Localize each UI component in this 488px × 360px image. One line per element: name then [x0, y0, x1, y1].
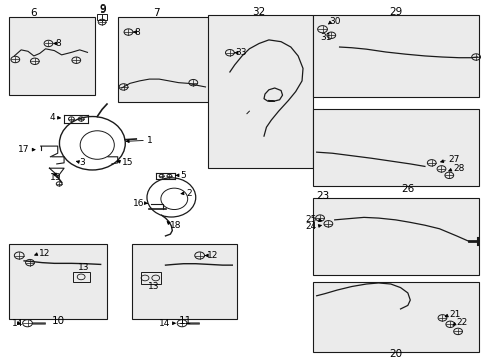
Text: 14: 14 [12, 319, 24, 328]
Text: 1: 1 [147, 136, 152, 145]
Text: 31: 31 [320, 32, 331, 41]
Text: 16: 16 [133, 199, 144, 208]
Text: 8: 8 [135, 28, 140, 37]
Bar [97, 14, 107, 20]
Text: 21: 21 [448, 310, 460, 319]
Bar [9, 17, 95, 95]
Text: 25: 25 [305, 215, 316, 224]
Bar [118, 17, 215, 102]
Bar [207, 15, 312, 168]
Text: 15: 15 [122, 158, 133, 167]
Text: 3: 3 [80, 158, 85, 167]
Bar [312, 15, 478, 97]
Text: 11: 11 [178, 316, 191, 326]
Text: 28: 28 [452, 164, 464, 173]
Text: 5: 5 [180, 171, 185, 180]
Text: 12: 12 [206, 251, 217, 260]
Bar [132, 244, 237, 319]
Text: 10: 10 [52, 316, 65, 326]
Bar [312, 198, 478, 275]
Text: 13: 13 [78, 263, 89, 272]
Text: 18: 18 [170, 221, 182, 230]
Text: 20: 20 [388, 348, 402, 359]
Text: 7: 7 [153, 8, 160, 18]
Text: 32: 32 [252, 7, 265, 17]
Bar [141, 272, 161, 284]
Bar [312, 282, 478, 352]
Bar [312, 109, 478, 186]
Text: 23: 23 [315, 191, 328, 201]
Text: 22: 22 [456, 318, 467, 327]
Text: 29: 29 [388, 7, 402, 17]
Text: 4: 4 [50, 113, 55, 122]
Text: 14: 14 [159, 319, 170, 328]
Text: 6: 6 [30, 8, 37, 18]
Text: 12: 12 [39, 249, 50, 258]
Text: 19: 19 [49, 172, 61, 181]
Text: 30: 30 [328, 17, 340, 26]
Text: 9: 9 [100, 4, 106, 14]
Text: 9: 9 [100, 5, 106, 15]
Text: 2: 2 [185, 189, 191, 198]
Text: 24: 24 [305, 222, 316, 231]
Text: 27: 27 [447, 155, 459, 164]
Text: 17: 17 [18, 145, 29, 154]
Text: 13: 13 [148, 282, 159, 291]
Bar [9, 244, 107, 319]
Text: 8: 8 [55, 39, 61, 48]
Text: 33: 33 [235, 48, 247, 57]
Text: 26: 26 [401, 184, 414, 194]
Bar [73, 271, 89, 282]
